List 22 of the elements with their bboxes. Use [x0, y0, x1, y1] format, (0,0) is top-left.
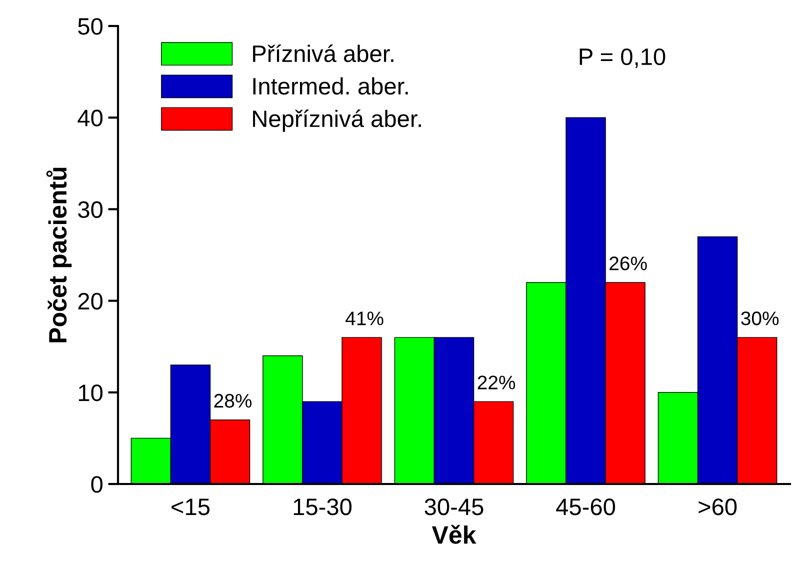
- annotation: 26%: [610, 256, 647, 270]
- y-tick-label: 30: [78, 201, 102, 218]
- annotation: 22%: [478, 376, 516, 390]
- annotation: P = 0,10: [580, 48, 666, 68]
- legend-label: Nepříznivá aber.: [253, 110, 421, 132]
- y-tick-label: 10: [78, 384, 102, 402]
- x-tick-label: >60: [698, 498, 737, 516]
- annotation: 41%: [346, 312, 384, 326]
- x-axis-title: Věk: [432, 524, 476, 544]
- x-tick-label: <15: [172, 498, 210, 516]
- y-tick-label: 20: [78, 292, 102, 310]
- y-tick-label: 50: [78, 18, 102, 35]
- annotation: 28%: [214, 394, 252, 408]
- legend-label: Příznivá aber.: [253, 44, 394, 62]
- x-tick-label: 15-30: [294, 498, 352, 516]
- x-tick-label: 45-60: [556, 498, 616, 516]
- y-tick-label: 40: [78, 110, 102, 126]
- legend-label: Intermed. aber.: [253, 77, 408, 95]
- y-axis-title: Počet pacientů: [46, 168, 72, 342]
- annotation: 30%: [741, 311, 779, 326]
- y-tick-label: 0: [91, 476, 102, 493]
- x-tick-label: 30-45: [424, 498, 484, 516]
